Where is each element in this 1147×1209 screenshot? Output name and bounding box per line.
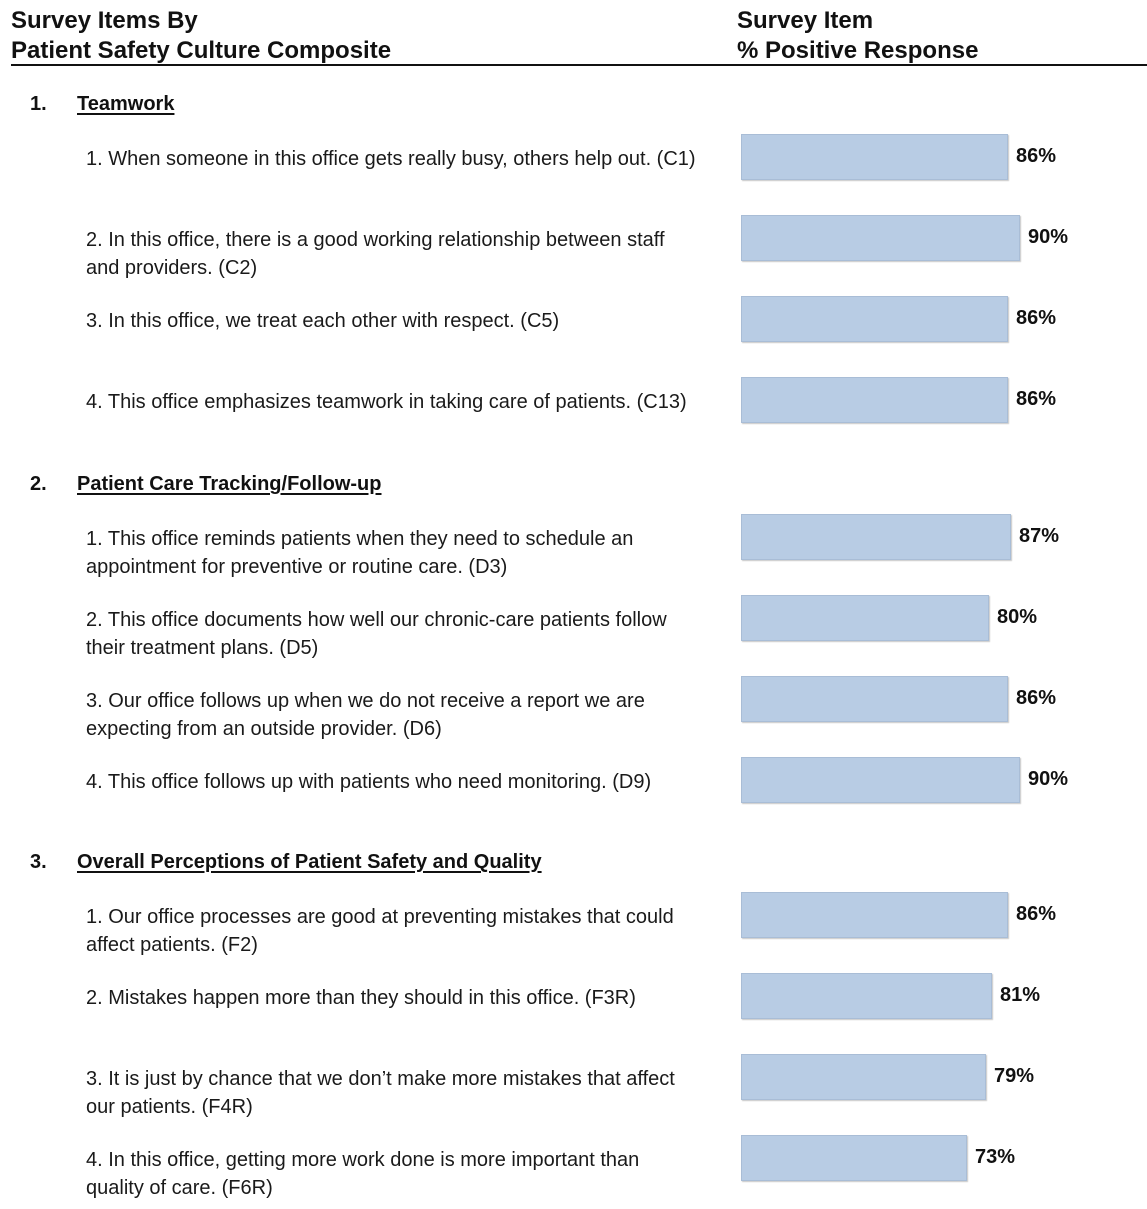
survey-item-label: 2. Mistakes happen more than they should… [86, 987, 636, 1009]
percent-bar [741, 514, 1011, 560]
left-header-line2: Patient Safety Culture Composite [11, 37, 392, 64]
percent-value-label: 90% [1028, 768, 1069, 790]
survey-item-label: 1. When someone in this office gets real… [86, 148, 696, 170]
survey-item-label: 3. In this office, we treat each other w… [86, 310, 560, 332]
percent-value-label: 79% [994, 1065, 1035, 1087]
percent-bar [741, 973, 992, 1019]
percent-bar [741, 757, 1020, 803]
percent-bar [741, 595, 989, 641]
right-header-line1: Survey Item [737, 7, 874, 34]
percent-value-label: 86% [1016, 307, 1057, 329]
survey-item-label: 1. Our office processes are good at prev… [86, 906, 674, 956]
percent-bar [741, 377, 1008, 423]
survey-item-label: 1. This office reminds patients when the… [86, 528, 634, 578]
percent-bar [741, 676, 1008, 722]
survey-item-label: 2. This office documents how well our ch… [86, 609, 667, 659]
section-number: 1. [30, 93, 47, 115]
percent-value-label: 80% [997, 606, 1038, 628]
percent-value-label: 86% [1016, 903, 1057, 925]
percent-bar [741, 134, 1008, 180]
section-title: Patient Care Tracking/Follow-up [77, 473, 382, 495]
percent-value-label: 87% [1019, 525, 1060, 547]
percent-value-label: 90% [1028, 226, 1069, 248]
section-title: Overall Perceptions of Patient Safety an… [77, 851, 542, 873]
percent-value-label: 86% [1016, 388, 1057, 410]
survey-item-label: 3. Our office follows up when we do not … [86, 690, 645, 740]
section-number: 2. [30, 473, 47, 495]
section-title: Teamwork [77, 93, 175, 115]
percent-bar [741, 1135, 967, 1181]
right-column-header: Survey Item % Positive Response [737, 6, 978, 66]
percent-bar [741, 1054, 986, 1100]
header-divider [11, 64, 1147, 66]
survey-item-label: 4. In this office, getting more work don… [86, 1149, 640, 1199]
left-column-header: Survey Items By Patient Safety Culture C… [11, 6, 391, 66]
left-header-line1: Survey Items By [11, 7, 198, 34]
percent-bar [741, 215, 1020, 261]
percent-value-label: 86% [1016, 687, 1057, 709]
survey-item-label: 4. This office follows up with patients … [86, 771, 652, 793]
percent-bar [741, 892, 1008, 938]
survey-item-label: 2. In this office, there is a good worki… [86, 229, 665, 279]
percent-value-label: 81% [1000, 984, 1041, 1006]
survey-item-label: 3. It is just by chance that we don’t ma… [86, 1068, 675, 1118]
right-header-line2: % Positive Response [737, 37, 979, 64]
percent-value-label: 86% [1016, 145, 1057, 167]
section-number: 3. [30, 851, 47, 873]
percent-bar [741, 296, 1008, 342]
percent-value-label: 73% [975, 1146, 1016, 1168]
survey-item-label: 4. This office emphasizes teamwork in ta… [86, 391, 687, 413]
